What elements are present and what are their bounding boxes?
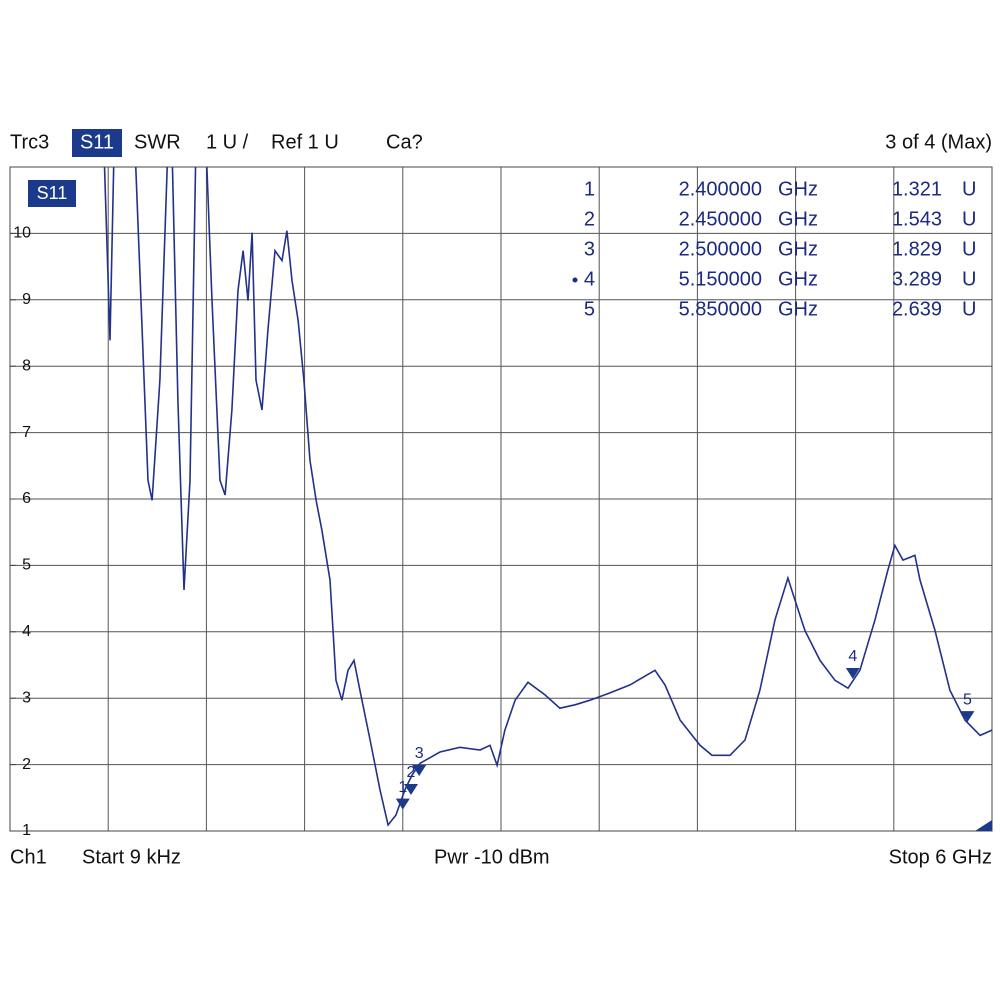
marker-frequency-unit: GHz [778,268,818,290]
y-tick-label: 7 [22,424,31,441]
format: SWR [134,131,181,153]
marker-frequency: 5.150000 [679,268,762,290]
overrange-indicator [975,820,992,831]
marker-frequency: 2.400000 [679,178,762,200]
marker-number: 4 [584,268,595,290]
y-tick-label: 3 [22,689,31,706]
parameter-box [72,129,122,157]
start-frequency: Start 9 kHz [82,846,181,868]
marker-value-unit: U [962,298,976,320]
y-tick-label: 8 [22,357,31,374]
marker-value-unit: U [962,268,976,290]
marker-label: 2 [407,764,416,781]
marker-number: 3 [584,238,595,260]
parameter: S11 [80,131,114,153]
marker-value: 1.543 [892,208,942,230]
marker-triangle [845,668,860,680]
y-tick-label: 5 [22,557,31,574]
marker-triangle [412,764,427,776]
power: Pwr -10 dBm [434,846,550,868]
trace-status: 3 of 4 (Max) [885,131,992,153]
reference: Ref 1 U [271,131,339,153]
stop-frequency: Stop 6 GHz [889,846,992,868]
marker-number: 5 [584,298,595,320]
marker-value: 3.289 [892,268,942,290]
marker-value-unit: U [962,208,976,230]
trace-label-box [28,180,76,207]
marker-label: 4 [848,648,857,665]
scale: 1 U / [206,131,249,153]
marker-number: 1 [584,178,595,200]
trace-name: Trc3 [10,131,49,153]
marker-triangle [403,783,418,795]
marker-frequency-unit: GHz [778,178,818,200]
y-tick-label: 10 [13,225,31,242]
marker-frequency-unit: GHz [778,238,818,260]
marker-label: 5 [963,691,972,708]
marker-value: 1.829 [892,238,942,260]
channel: Ch1 [10,846,47,868]
marker-frequency: 2.450000 [679,208,762,230]
y-tick-label: 4 [22,623,31,640]
y-tick-label: 6 [22,490,31,507]
marker-value-unit: U [962,178,976,200]
marker-value-unit: U [962,238,976,260]
active-marker-dot [572,277,578,283]
marker-label: 3 [415,745,424,762]
marker-triangle [960,711,975,723]
marker-label: 1 [398,779,407,796]
marker-value: 2.639 [892,298,942,320]
y-tick-label: 2 [22,756,31,773]
y-tick-label: 9 [22,291,31,308]
marker-frequency: 5.850000 [679,298,762,320]
calibration: Ca? [386,131,423,153]
marker-value: 1.321 [892,178,942,200]
marker-frequency: 2.500000 [679,238,762,260]
trace-label: S11 [37,183,68,203]
y-tick-label: 1 [22,822,31,839]
marker-number: 2 [584,208,595,230]
marker-frequency-unit: GHz [778,298,818,320]
marker-triangle [395,798,410,810]
marker-frequency-unit: GHz [778,208,818,230]
